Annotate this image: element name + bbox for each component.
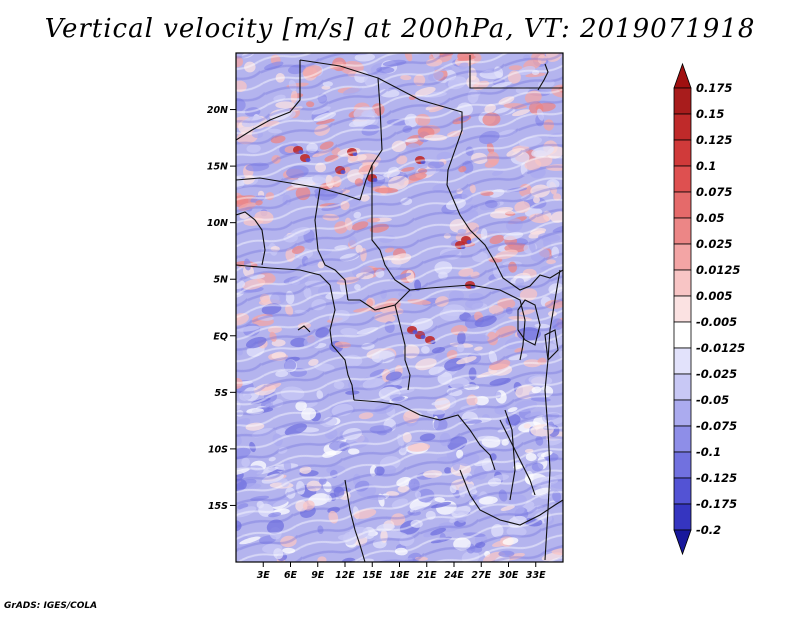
lat-tick-label: 5N <box>213 275 228 286</box>
colorbar-label: 0.005 <box>696 289 732 303</box>
latitude-axis: 20N 15N 10N 5N EQ 5S 10S 15S <box>207 105 236 512</box>
colorbar-swatch <box>673 399 692 427</box>
colorbar-label: -0.05 <box>696 393 729 407</box>
colorbar-label: -0.175 <box>696 497 737 511</box>
colorbar-label: 0.05 <box>696 211 724 225</box>
lon-tick-label: 18E <box>390 570 410 581</box>
lon-tick-label: 21E <box>417 570 437 581</box>
lon-tick-label: 27E <box>471 570 491 581</box>
colorbar-label: 0.0125 <box>696 263 740 277</box>
lon-tick-label: 3E <box>257 570 271 581</box>
lon-tick-label: 24E <box>444 570 464 581</box>
lon-tick-label: 6E <box>284 570 298 581</box>
colorbar-swatch <box>673 503 692 531</box>
grads-credit: GrADS: IGES/COLA <box>4 601 98 611</box>
lat-tick-label: 10N <box>207 218 228 229</box>
colorbar-label: -0.075 <box>696 419 737 433</box>
colorbar-swatch <box>673 477 692 505</box>
colorbar-swatch <box>673 451 692 479</box>
lat-tick-label: 10S <box>208 444 228 455</box>
colorbar-label: 0.175 <box>696 81 732 95</box>
colorbar: 0.175 0.15 0.125 0.1 0.075 0.05 0.025 0.0125 0.0… <box>673 62 745 556</box>
lat-tick-label: 5S <box>215 388 229 399</box>
colorbar-swatch <box>673 321 692 349</box>
colorbar-swatch <box>673 347 692 375</box>
lon-tick-label: 15E <box>362 570 382 581</box>
map-title: Vertical velocity [m/s] at 200hPa, VT: 2… <box>44 14 756 44</box>
colorbar-label: -0.0125 <box>696 341 745 355</box>
colorbar-label: -0.1 <box>696 445 721 459</box>
colorbar-swatch <box>673 269 692 297</box>
colorbar-swatch <box>673 295 692 323</box>
lon-tick-label: 30E <box>499 570 519 581</box>
colorbar-label: 0.025 <box>696 237 732 251</box>
colorbar-swatch <box>673 373 692 401</box>
lon-tick-label: 9E <box>311 570 325 581</box>
colorbar-label: 0.125 <box>696 133 732 147</box>
colorbar-swatch <box>673 165 692 193</box>
colorbar-swatch <box>673 191 692 219</box>
colorbar-bottom-arrow <box>673 529 692 556</box>
lon-tick-label: 12E <box>335 570 355 581</box>
lon-tick-label: 33E <box>526 570 546 581</box>
colorbar-label: 0.1 <box>696 159 716 173</box>
colorbar-swatch <box>673 139 692 167</box>
colorbar-label: -0.005 <box>696 315 737 329</box>
colorbar-label: -0.2 <box>696 523 721 537</box>
lat-tick-label: 15N <box>207 162 228 173</box>
lat-tick-label: EQ <box>213 331 228 342</box>
colorbar-swatch <box>673 425 692 453</box>
velocity-field <box>236 53 563 562</box>
colorbar-label: -0.125 <box>696 471 737 485</box>
colorbar-top-arrow <box>673 62 692 89</box>
colorbar-swatch <box>673 87 692 115</box>
colorbar-label: 0.15 <box>696 107 724 121</box>
colorbar-swatch <box>673 217 692 245</box>
lat-tick-label: 15S <box>208 501 228 512</box>
colorbar-swatch <box>673 113 692 141</box>
country-borders <box>236 55 563 562</box>
colorbar-label: -0.025 <box>696 367 737 381</box>
colorbar-swatch <box>673 243 692 271</box>
longitude-axis: 3E 6E 9E 12E 15E 18E 21E 24E 27E 30E 33E <box>257 562 546 581</box>
lat-tick-label: 20N <box>207 105 228 116</box>
colorbar-label: 0.075 <box>696 185 732 199</box>
